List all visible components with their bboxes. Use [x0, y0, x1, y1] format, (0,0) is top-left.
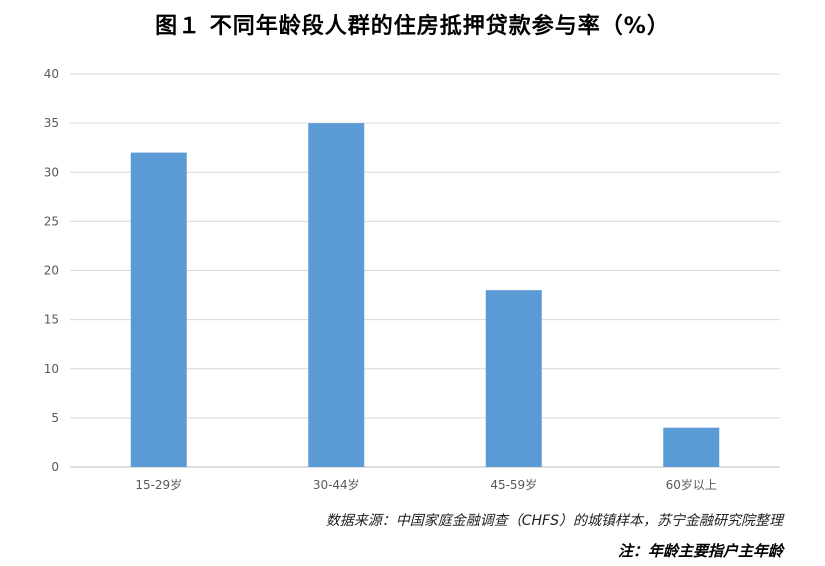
bar: [663, 427, 720, 467]
x-tick-label: 15-29岁: [135, 477, 182, 492]
bar: [485, 290, 542, 467]
y-tick-label: 25: [44, 214, 59, 228]
y-tick-label: 0: [51, 460, 59, 474]
bar: [308, 123, 365, 467]
chart-title: 图１ 不同年龄段人群的住房抵押贷款参与率（%）: [155, 14, 670, 39]
y-tick-label: 35: [44, 116, 59, 130]
y-tick-label: 10: [44, 362, 59, 376]
footnote: 注：年龄主要指户主年龄: [617, 542, 783, 560]
y-tick-label: 20: [44, 264, 59, 278]
y-tick-label: 40: [44, 67, 59, 81]
x-tick-label: 45-59岁: [490, 477, 537, 492]
y-tick-label: 30: [44, 165, 59, 179]
bar: [130, 152, 187, 467]
data-source-note: 数据来源：中国家庭金融调查（CHFS）的城镇样本，苏宁金融研究院整理: [325, 513, 783, 529]
y-tick-label: 15: [44, 313, 59, 327]
x-tick-label: 30-44岁: [313, 477, 360, 492]
x-tick-label: 60岁以上: [666, 477, 717, 492]
y-tick-label: 5: [51, 411, 59, 425]
